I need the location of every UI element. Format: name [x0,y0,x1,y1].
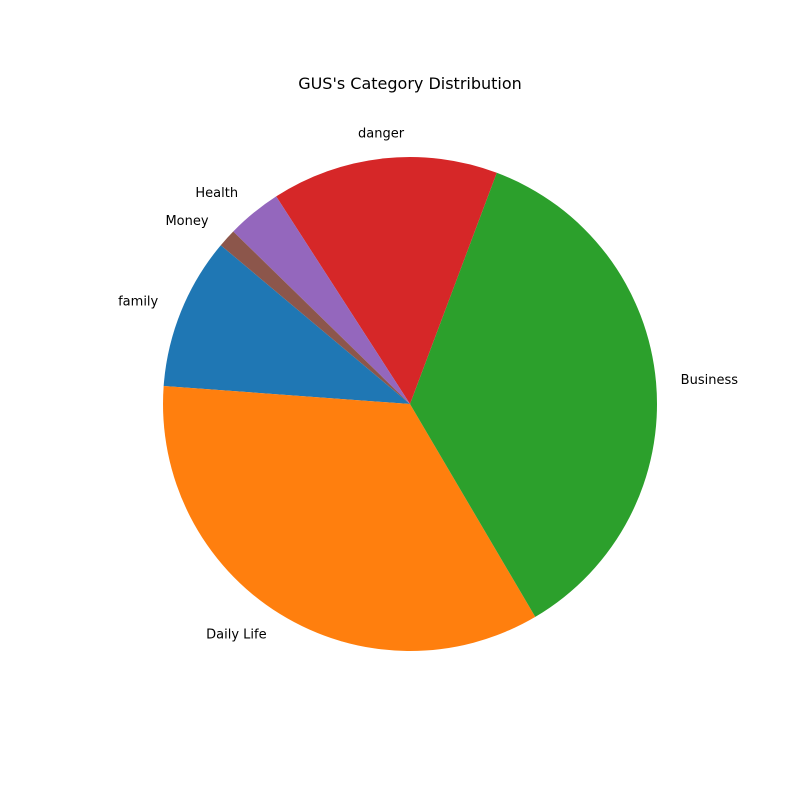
pie-slice-daily-life [163,386,536,651]
pie-slices [163,156,658,651]
slice-label-daily-life: Daily Life [206,627,266,642]
slice-label-danger: danger [358,126,405,141]
chart-title: GUS's Category Distribution [298,74,522,93]
slice-label-health: Health [195,186,238,201]
pie-slice-business [410,172,658,617]
pie-slice-money [220,231,410,404]
pie-slice-health [233,196,410,404]
slice-label-family: family [118,294,158,309]
pie-slice-danger [276,156,497,404]
pie-labels: family Daily Life Business danger Health Mone… [118,126,738,642]
pie-slice-family [163,245,410,404]
slice-label-money: Money [165,214,208,229]
slice-label-business: Business [681,373,739,388]
